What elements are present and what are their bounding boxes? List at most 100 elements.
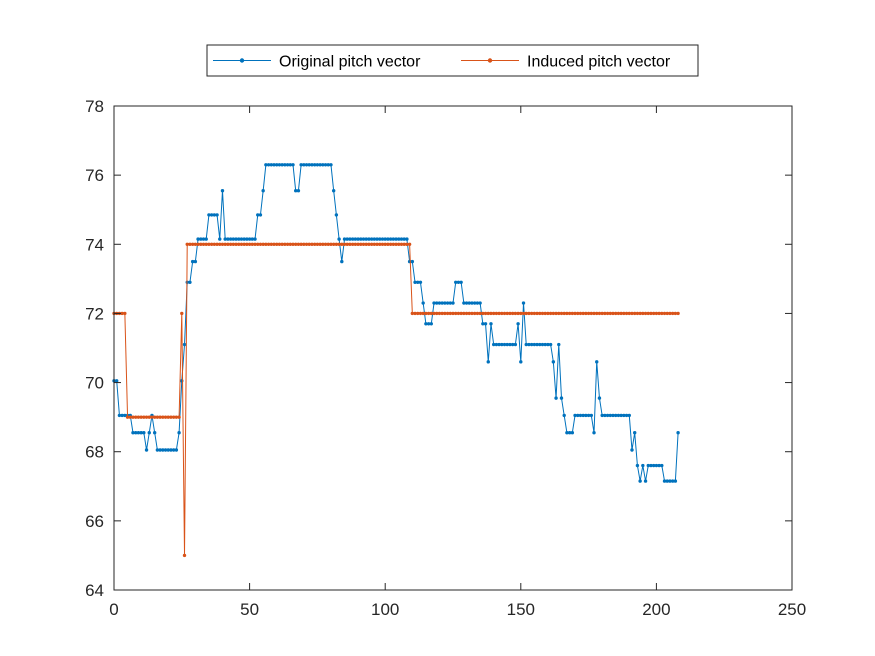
- data-point: [649, 311, 653, 316]
- data-point: [641, 463, 645, 468]
- data-point: [152, 431, 157, 435]
- data-point: [540, 311, 545, 316]
- data-point: [239, 242, 244, 246]
- data-point: [383, 242, 387, 246]
- data-point: [416, 280, 420, 285]
- data-point: [134, 431, 138, 435]
- data-point: [378, 242, 382, 246]
- data-point: [454, 280, 458, 285]
- data-point: [261, 189, 265, 193]
- data-point: [527, 342, 531, 347]
- data-point: [551, 311, 556, 316]
- data-point: [662, 479, 667, 483]
- data-point: [597, 311, 602, 316]
- data-point: [407, 242, 412, 246]
- data-point: [454, 311, 458, 316]
- data-point: [134, 415, 138, 419]
- data-point: [486, 311, 490, 316]
- data-point: [196, 237, 200, 241]
- data-point: [331, 189, 336, 193]
- data-point: [600, 413, 604, 418]
- data-point: [535, 311, 539, 316]
- data-point: [432, 301, 436, 305]
- data-point: [397, 237, 401, 241]
- data-point: [635, 311, 640, 316]
- data-point: [459, 311, 463, 316]
- data-point: [654, 463, 659, 468]
- series-markers-induced: [112, 242, 680, 558]
- y-tick-label: 76: [85, 166, 104, 185]
- data-point: [131, 415, 135, 419]
- data-point: [546, 311, 550, 316]
- axes-box: [113, 105, 793, 591]
- data-point: [508, 311, 512, 316]
- data-point: [481, 311, 485, 316]
- data-point: [318, 163, 322, 167]
- data-point: [264, 163, 268, 167]
- data-point: [231, 242, 236, 246]
- data-point: [481, 322, 485, 326]
- data-point: [475, 311, 480, 316]
- data-point: [315, 163, 320, 167]
- data-point: [269, 163, 273, 167]
- y-tick-label: 66: [85, 512, 104, 531]
- legend-swatch-marker: [239, 58, 245, 63]
- data-point: [619, 413, 623, 418]
- data-point: [196, 242, 200, 246]
- data-point: [641, 311, 645, 316]
- data-point: [258, 213, 263, 217]
- data-point: [502, 342, 507, 347]
- data-point: [139, 431, 143, 435]
- data-point: [567, 311, 572, 316]
- data-point: [152, 415, 157, 419]
- data-point: [182, 342, 187, 347]
- data-point: [142, 431, 146, 435]
- data-point: [177, 415, 181, 419]
- data-point: [443, 301, 447, 305]
- data-point: [529, 342, 534, 347]
- data-point: [218, 237, 222, 241]
- data-point: [123, 311, 127, 316]
- data-point: [608, 413, 612, 418]
- data-point: [215, 242, 219, 246]
- data-point: [296, 242, 301, 246]
- data-point: [161, 448, 165, 452]
- data-point: [375, 242, 379, 246]
- data-point: [388, 242, 393, 246]
- data-point: [283, 163, 287, 167]
- data-point: [169, 415, 173, 419]
- data-point: [402, 242, 406, 246]
- data-point: [228, 242, 233, 246]
- data-point: [516, 322, 520, 326]
- data-point: [622, 413, 626, 418]
- data-point: [321, 242, 325, 246]
- data-point: [467, 311, 471, 316]
- data-point: [125, 415, 130, 419]
- data-point: [266, 163, 271, 167]
- data-point: [670, 479, 675, 483]
- data-point: [340, 259, 344, 264]
- data-point: [513, 311, 518, 316]
- data-point: [673, 479, 678, 483]
- x-tick-label: 250: [778, 600, 806, 619]
- data-point: [391, 242, 396, 246]
- data-point: [266, 242, 271, 246]
- data-point: [380, 242, 385, 246]
- data-point: [662, 311, 667, 316]
- data-point: [291, 163, 295, 167]
- data-point: [190, 259, 195, 264]
- data-point: [239, 237, 244, 241]
- data-point: [603, 311, 607, 316]
- data-point: [543, 311, 547, 316]
- data-point: [253, 242, 257, 246]
- data-point: [497, 311, 501, 316]
- data-point: [304, 242, 309, 246]
- data-point: [372, 237, 377, 241]
- data-point: [302, 163, 306, 167]
- data-point: [473, 311, 477, 316]
- data-point: [638, 479, 642, 483]
- data-point: [367, 237, 371, 241]
- data-point: [155, 415, 160, 419]
- y-tick-label: 78: [85, 97, 104, 116]
